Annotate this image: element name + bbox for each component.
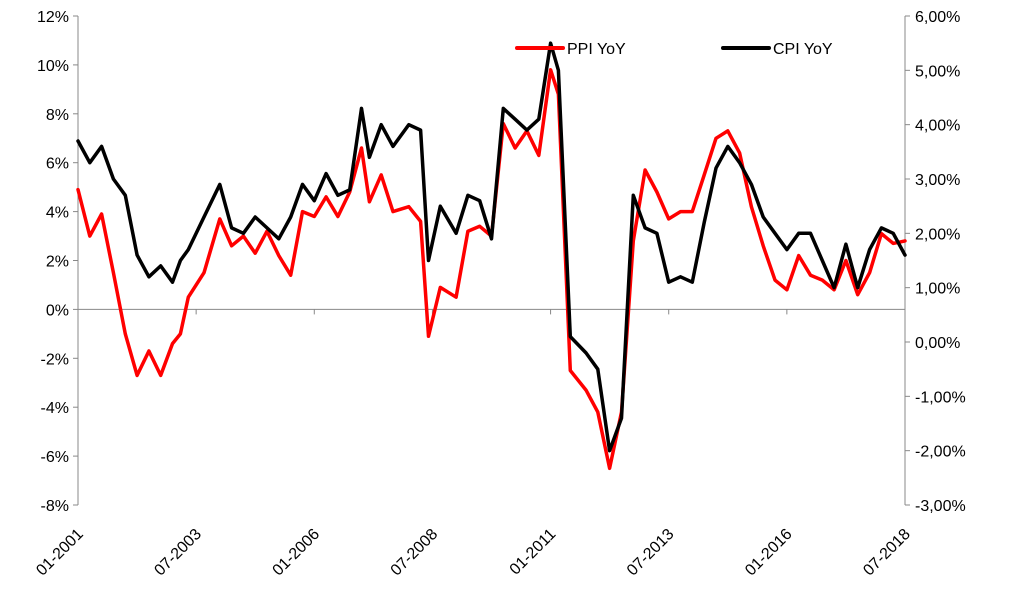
y-tick-label-right: 0,00% [915, 335, 960, 352]
y-tick-label-left: -2% [41, 351, 69, 368]
y-tick-label-left: -6% [41, 449, 69, 466]
series-line-cpi-yoy [76, 41, 907, 453]
y-tick-label-left: 6% [46, 156, 69, 173]
chart-series [76, 41, 907, 471]
y-tick-label-right: -3,00% [915, 498, 966, 515]
y-tick-label-right: -2,00% [915, 444, 966, 461]
y-tick-label-left: -8% [41, 498, 69, 515]
y-tick-label-left: 4% [46, 205, 69, 222]
legend-label-ppi-yoy: PPI YoY [567, 41, 626, 58]
chart-legend: PPI YoY CPI YoY [515, 41, 833, 58]
y-tick-label-right: 4,00% [915, 118, 960, 135]
y-tick-label-right: 2,00% [915, 226, 960, 243]
y-tick-label-right: 1,00% [915, 281, 960, 298]
y-tick-label-left: 8% [46, 107, 69, 124]
y-tick-label-left: 10% [37, 58, 69, 75]
y-tick-label-left: 0% [46, 302, 69, 319]
y-tick-label-left: 12% [37, 9, 69, 26]
y-tick-label-right: 6,00% [915, 9, 960, 26]
y-tick-label-right: -1,00% [915, 389, 966, 406]
y-tick-label-right: 5,00% [915, 63, 960, 80]
y-tick-label-right: 3,00% [915, 172, 960, 189]
legend-label-cpi-yoy: CPI YoY [773, 41, 833, 58]
y-tick-label-left: -4% [41, 400, 69, 417]
y-tick-label-left: 2% [46, 254, 69, 271]
